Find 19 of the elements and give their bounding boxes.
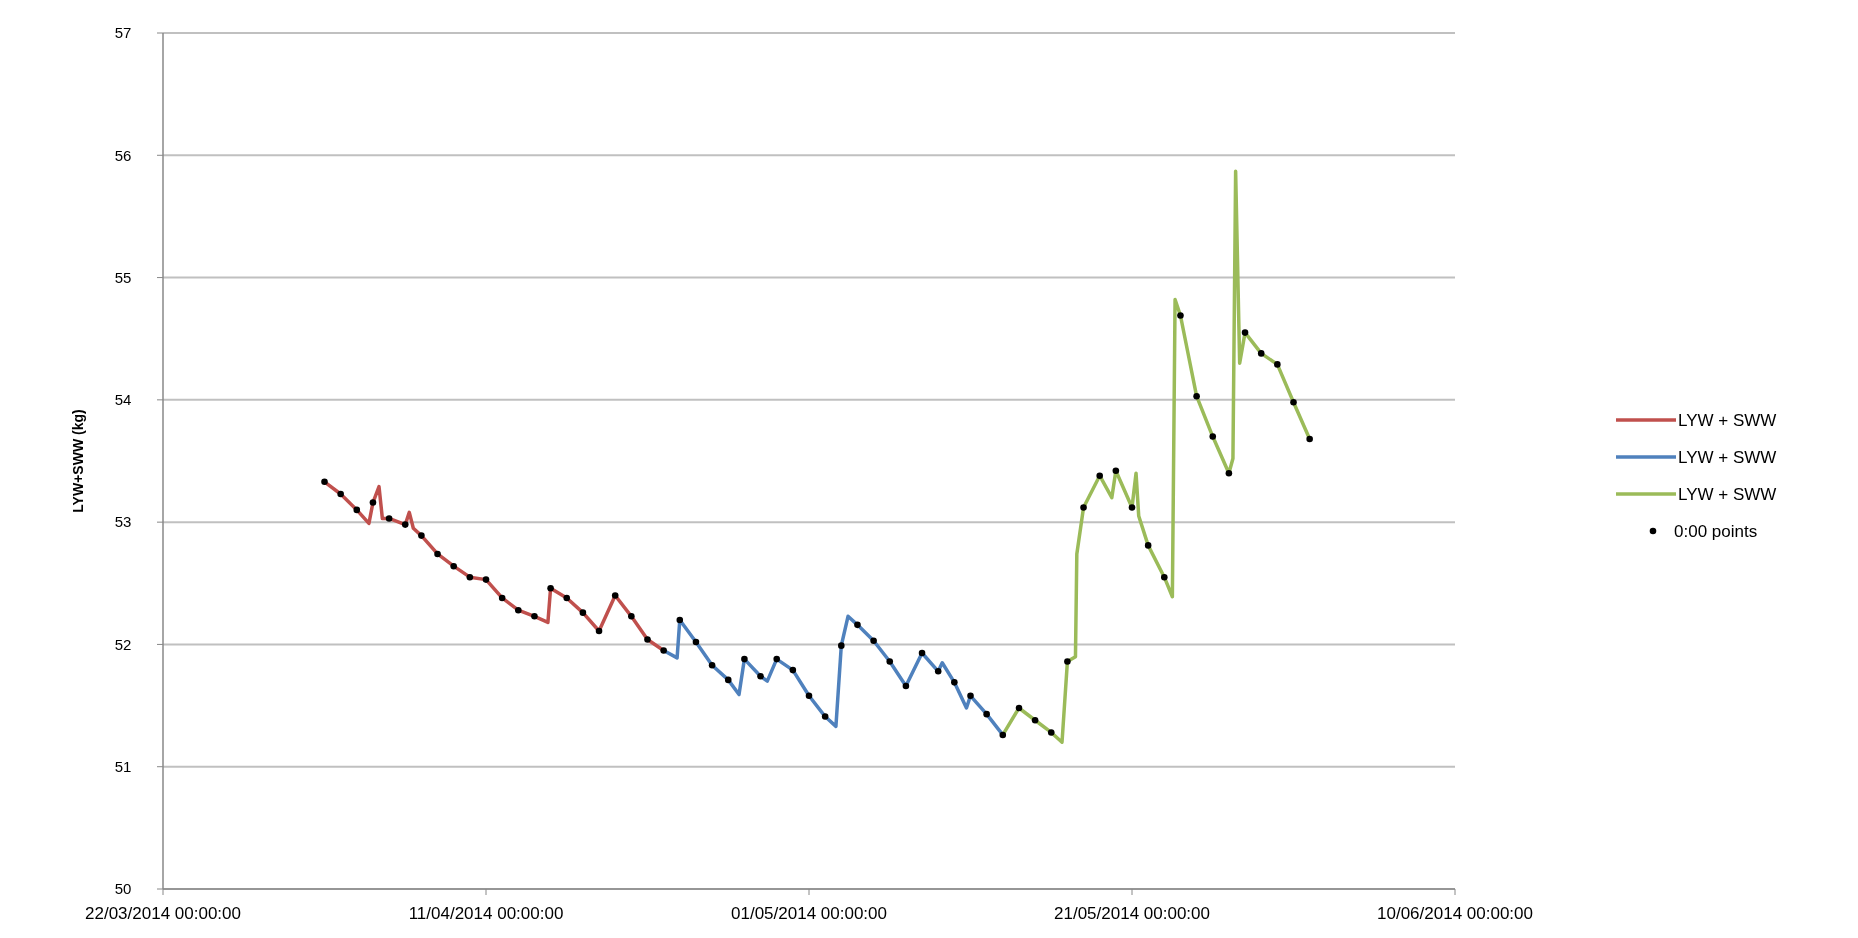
legend-label: LYW + SWW: [1678, 410, 1777, 430]
y-axis-title: LYW+SWW (kg): [70, 409, 86, 513]
x-tick-label: 21/05/2014 00:00:00: [1054, 904, 1210, 923]
x-tick-label: 22/03/2014 00:00:00: [85, 904, 241, 923]
y-tick-label: 51: [114, 757, 132, 775]
y-tick-label: 54: [114, 391, 132, 409]
y-tick-label: 50: [114, 880, 132, 898]
y-tick-label: 55: [114, 268, 132, 286]
y-tick-label: 57: [114, 24, 132, 42]
x-tick-label: 11/04/2014 00:00:00: [408, 904, 564, 923]
y-tick-label: 53: [114, 513, 132, 531]
x-tick-label: 10/06/2014 00:00:00: [1377, 904, 1533, 923]
y-tick-label: 56: [114, 146, 132, 164]
y-tick-label: 52: [114, 635, 132, 653]
legend-label: LYW + SWW: [1678, 484, 1777, 504]
legend-label: LYW + SWW: [1678, 447, 1777, 467]
legend-label: 0:00 points: [1674, 521, 1758, 541]
x-tick-label: 01/05/2014 00:00:00: [731, 904, 887, 923]
line-series: [1001, 169, 1312, 745]
